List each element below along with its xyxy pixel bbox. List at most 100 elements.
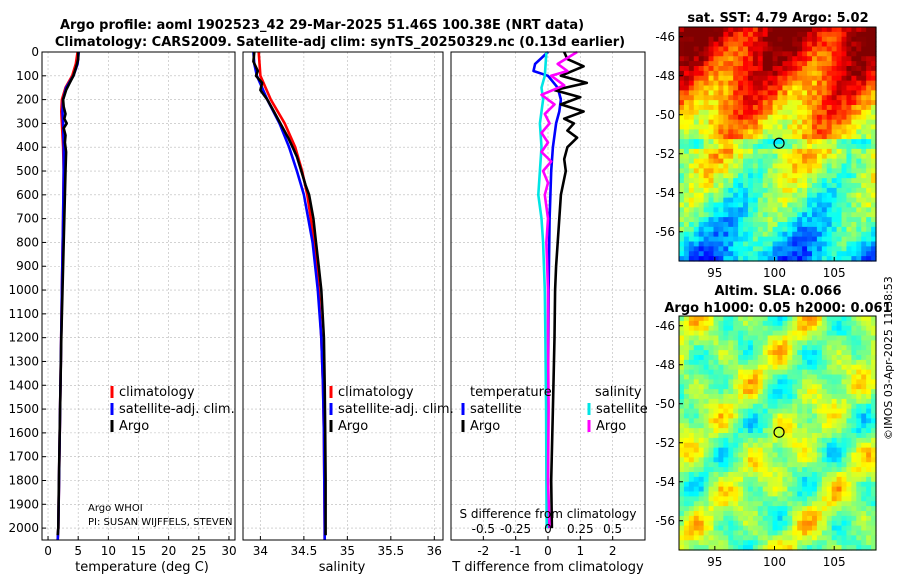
map-cell xyxy=(841,359,848,366)
map-cell xyxy=(787,100,793,106)
map-cell xyxy=(787,506,793,512)
map-cell xyxy=(772,109,779,116)
map-cell xyxy=(836,530,843,536)
map-cell xyxy=(856,467,862,473)
map-cell xyxy=(752,226,759,233)
map-cell xyxy=(679,467,685,473)
map-cell xyxy=(797,226,803,233)
map-cell xyxy=(861,197,867,204)
map-cell xyxy=(693,144,700,150)
map-cell xyxy=(718,109,724,116)
map-cell xyxy=(688,423,695,429)
map-cell xyxy=(831,462,838,468)
map-cell xyxy=(841,85,848,91)
map-cell xyxy=(708,379,715,385)
x-tick-label: 30 xyxy=(221,544,236,558)
map-cell xyxy=(767,153,774,160)
map-cell xyxy=(856,491,862,497)
map-cell xyxy=(698,222,705,228)
map-cell xyxy=(856,66,862,72)
map-cell xyxy=(733,476,739,483)
map-cell xyxy=(787,222,793,228)
map-cell xyxy=(856,345,862,351)
map-cell xyxy=(693,158,700,165)
map-cell xyxy=(762,222,769,228)
map-cell xyxy=(851,457,857,463)
map-cell xyxy=(826,144,833,150)
map-cell xyxy=(782,90,788,96)
map-cell xyxy=(688,217,695,223)
map-cell xyxy=(782,256,788,262)
map-cell xyxy=(802,100,808,106)
map-cell xyxy=(703,90,710,96)
map-cell xyxy=(851,31,857,38)
map-cell xyxy=(728,525,734,532)
map-cell xyxy=(688,231,695,238)
map-cell xyxy=(836,197,843,204)
map-cell xyxy=(733,316,739,322)
map-cell xyxy=(792,75,798,82)
map-cell xyxy=(713,31,719,38)
map-cell xyxy=(693,109,700,116)
map-cell xyxy=(811,467,818,473)
map-cell xyxy=(821,114,828,121)
map-cell xyxy=(797,158,803,165)
map-cell xyxy=(679,246,685,252)
map-cell xyxy=(792,134,798,140)
map-cell xyxy=(782,472,788,478)
map-cell xyxy=(846,51,852,57)
map-cell xyxy=(807,246,813,252)
map-cell xyxy=(836,413,843,419)
map-cell xyxy=(802,389,808,395)
map-cell xyxy=(688,105,695,111)
map-cell xyxy=(866,369,872,376)
map-cell xyxy=(683,486,690,493)
map-cell xyxy=(792,496,798,502)
map-cell xyxy=(688,462,695,468)
map-cell xyxy=(826,457,833,463)
map-cell xyxy=(683,413,690,419)
map-cell xyxy=(802,163,808,169)
map-cell xyxy=(703,491,710,497)
map-cell xyxy=(841,530,848,536)
map-cell xyxy=(792,525,798,532)
map-cell xyxy=(757,187,764,194)
map-cell xyxy=(807,350,813,356)
depth-tick-labels: 0100200300400500600700800900100011001200… xyxy=(8,45,46,535)
map-cell xyxy=(866,168,872,174)
map-cell xyxy=(757,398,764,405)
map-cell xyxy=(861,90,867,96)
map-cell xyxy=(787,374,793,380)
map-cell xyxy=(757,148,764,155)
map-cell xyxy=(679,545,685,551)
map-cell xyxy=(713,183,719,189)
map-cell xyxy=(851,246,857,252)
map-cell xyxy=(856,27,862,33)
map-cell xyxy=(871,428,877,434)
map-cell xyxy=(802,481,808,488)
map-cell xyxy=(713,491,719,497)
map-cell xyxy=(713,66,719,72)
map-cell xyxy=(871,491,877,497)
map-cell xyxy=(866,398,872,405)
map-cell xyxy=(866,105,872,111)
map-cell xyxy=(683,476,690,483)
map-cell xyxy=(821,515,828,522)
map-cell xyxy=(728,418,734,424)
map-lat-tick-label: -52 xyxy=(655,436,675,450)
map-cell xyxy=(782,462,788,468)
map-cell xyxy=(683,457,690,463)
map-cell xyxy=(866,109,872,116)
map-cell xyxy=(688,95,695,101)
map-cell xyxy=(723,202,729,208)
map-cell xyxy=(698,359,705,366)
map-cell xyxy=(856,506,862,512)
map-cell xyxy=(782,222,788,228)
map-cell xyxy=(861,394,867,400)
map-cell xyxy=(856,530,862,536)
map-cell xyxy=(747,70,754,77)
map-cell xyxy=(816,545,823,551)
map-cell xyxy=(831,144,838,150)
map-cell xyxy=(787,202,793,208)
map-cell xyxy=(807,183,813,189)
